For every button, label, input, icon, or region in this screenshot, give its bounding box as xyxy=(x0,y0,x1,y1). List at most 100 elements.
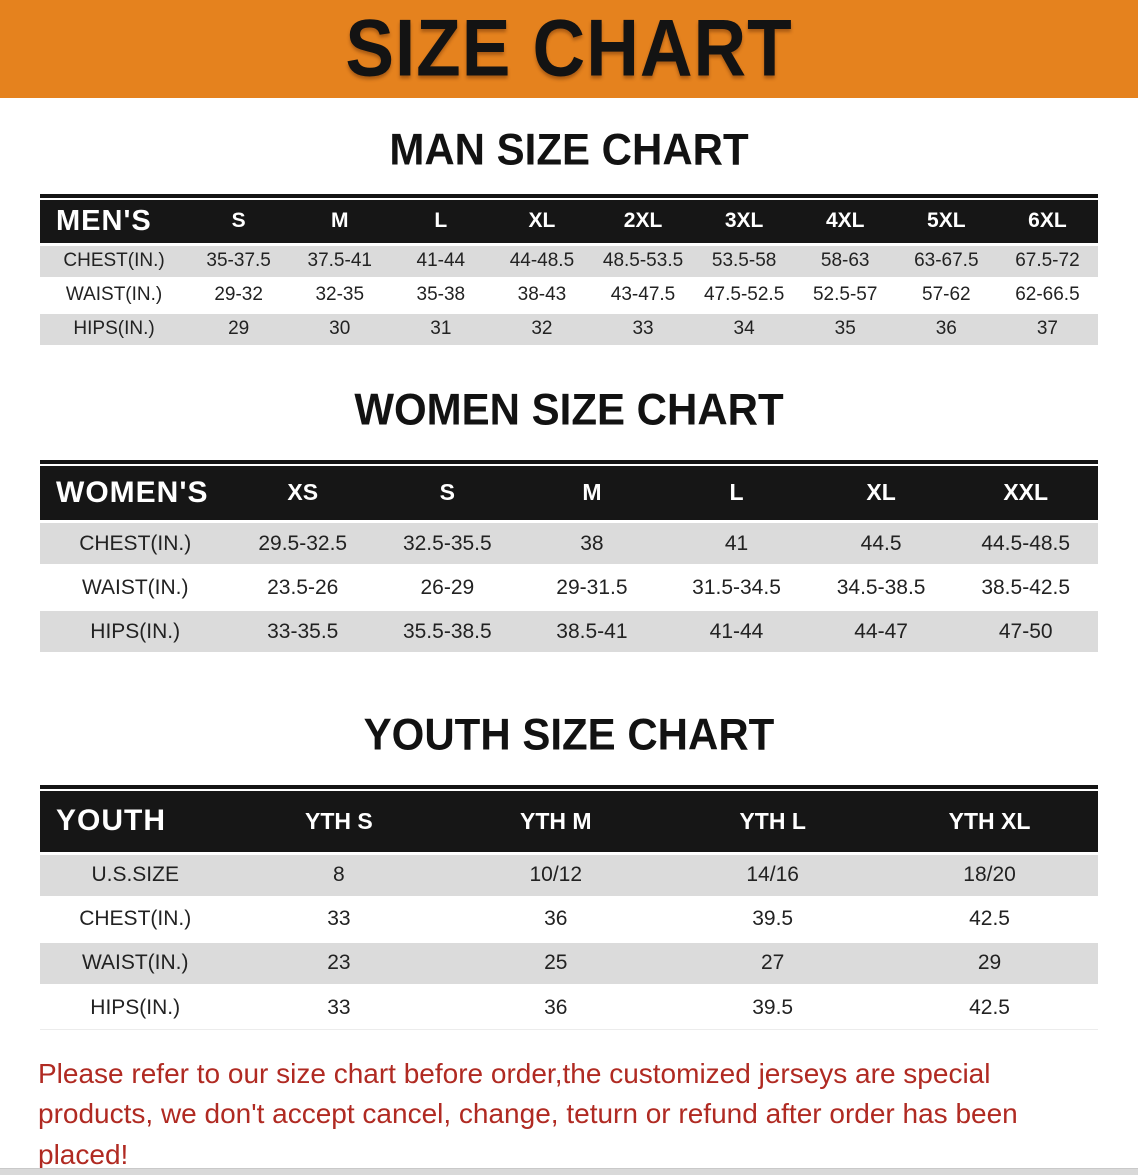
size-value-cell: 37.5-41 xyxy=(289,244,390,278)
size-value-cell: 36 xyxy=(896,312,997,346)
men-corner-label: MEN'S xyxy=(40,200,188,244)
size-value-cell: 34 xyxy=(694,312,795,346)
size-value-cell: 67.5-72 xyxy=(997,244,1098,278)
size-value-cell: 44.5-48.5 xyxy=(953,522,1098,566)
size-value-cell: 38 xyxy=(520,522,665,566)
row-label: HIPS(IN.) xyxy=(40,985,230,1029)
size-value-cell: 33-35.5 xyxy=(230,610,375,654)
row-label: CHEST(IN.) xyxy=(40,522,230,566)
size-value-cell: 42.5 xyxy=(881,985,1098,1029)
size-value-cell: 41-44 xyxy=(390,244,491,278)
size-value-cell: 42.5 xyxy=(881,897,1098,941)
size-value-cell: 38.5-42.5 xyxy=(953,566,1098,610)
size-value-cell: 32 xyxy=(491,312,592,346)
men-size-column-header: 5XL xyxy=(896,200,997,244)
size-value-cell: 48.5-53.5 xyxy=(592,244,693,278)
size-value-cell: 33 xyxy=(230,897,447,941)
size-value-cell: 32.5-35.5 xyxy=(375,522,520,566)
row-label: CHEST(IN.) xyxy=(40,244,188,278)
banner-title: SIZE CHART xyxy=(345,9,792,90)
size-value-cell: 35 xyxy=(795,312,896,346)
size-value-cell: 29.5-32.5 xyxy=(230,522,375,566)
size-value-cell: 44.5 xyxy=(809,522,954,566)
size-value-cell: 30 xyxy=(289,312,390,346)
size-value-cell: 32-35 xyxy=(289,278,390,312)
size-value-cell: 62-66.5 xyxy=(997,278,1098,312)
size-value-cell: 14/16 xyxy=(664,853,881,897)
women-size-column-header: XXL xyxy=(953,466,1098,522)
women-corner-label: WOMEN'S xyxy=(40,466,230,522)
size-value-cell: 47-50 xyxy=(953,610,1098,654)
size-value-cell: 39.5 xyxy=(664,985,881,1029)
row-label: U.S.SIZE xyxy=(40,853,230,897)
size-value-cell: 44-47 xyxy=(809,610,954,654)
size-value-cell: 44-48.5 xyxy=(491,244,592,278)
women-section-heading: WOMEN SIZE CHART xyxy=(0,384,1138,434)
size-value-cell: 37 xyxy=(997,312,1098,346)
size-value-cell: 29 xyxy=(188,312,289,346)
size-value-cell: 35-37.5 xyxy=(188,244,289,278)
size-value-cell: 53.5-58 xyxy=(694,244,795,278)
men-section-heading: MAN SIZE CHART xyxy=(0,125,1138,175)
size-value-cell: 43-47.5 xyxy=(592,278,693,312)
youth-size-column-header: YTH XL xyxy=(881,791,1098,853)
youth-size-column-header: YTH L xyxy=(664,791,881,853)
size-value-cell: 35-38 xyxy=(390,278,491,312)
row-label: HIPS(IN.) xyxy=(40,610,230,654)
size-value-cell: 23.5-26 xyxy=(230,566,375,610)
men-size-column-header: XL xyxy=(491,200,592,244)
size-value-cell: 63-67.5 xyxy=(896,244,997,278)
size-value-cell: 31 xyxy=(390,312,491,346)
size-value-cell: 25 xyxy=(447,941,664,985)
bottom-divider xyxy=(0,1168,1138,1175)
size-value-cell: 47.5-52.5 xyxy=(694,278,795,312)
women-size-column-header: S xyxy=(375,466,520,522)
size-value-cell: 10/12 xyxy=(447,853,664,897)
youth-corner-label: YOUTH xyxy=(40,791,230,853)
men-size-column-header: 6XL xyxy=(997,200,1098,244)
men-size-column-header: 3XL xyxy=(694,200,795,244)
men-size-column-header: 4XL xyxy=(795,200,896,244)
size-value-cell: 39.5 xyxy=(664,897,881,941)
size-value-cell: 57-62 xyxy=(896,278,997,312)
row-label: WAIST(IN.) xyxy=(40,566,230,610)
size-value-cell: 41-44 xyxy=(664,610,809,654)
size-value-cell: 38.5-41 xyxy=(520,610,665,654)
row-label: WAIST(IN.) xyxy=(40,278,188,312)
women-size-column-header: XS xyxy=(230,466,375,522)
disclaimer-note: Please refer to our size chart before or… xyxy=(38,1054,1100,1175)
size-value-cell: 38-43 xyxy=(491,278,592,312)
men-size-column-header: L xyxy=(390,200,491,244)
size-value-cell: 29-31.5 xyxy=(520,566,665,610)
size-value-cell: 33 xyxy=(592,312,693,346)
size-value-cell: 36 xyxy=(447,897,664,941)
size-value-cell: 29-32 xyxy=(188,278,289,312)
size-value-cell: 52.5-57 xyxy=(795,278,896,312)
men-size-column-header: S xyxy=(188,200,289,244)
size-value-cell: 33 xyxy=(230,985,447,1029)
size-chart-banner: SIZE CHART xyxy=(0,0,1138,98)
youth-section-heading: YOUTH SIZE CHART xyxy=(0,710,1138,760)
size-value-cell: 18/20 xyxy=(881,853,1098,897)
